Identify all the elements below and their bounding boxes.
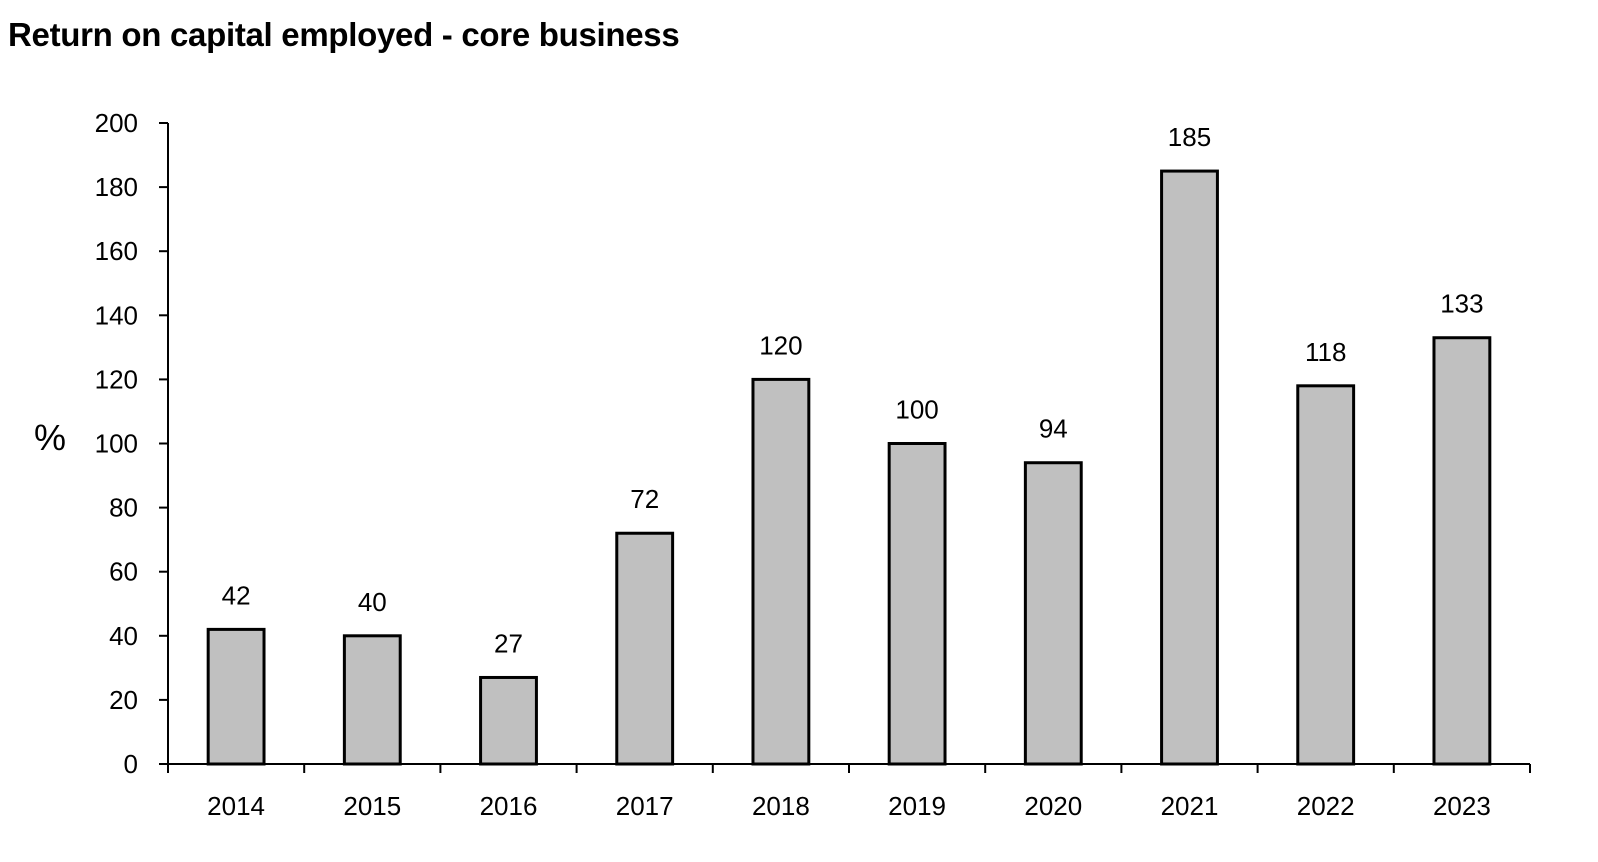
data-label: 72 (630, 484, 659, 514)
y-tick-label: 80 (109, 493, 138, 523)
x-tick-label: 2016 (480, 791, 538, 821)
bar-2018 (751, 377, 811, 766)
bar-2023 (1432, 336, 1492, 766)
data-label: 185 (1168, 122, 1211, 152)
bar-2019 (887, 442, 947, 766)
data-label: 27 (494, 628, 523, 658)
y-tick-label: 40 (109, 621, 138, 651)
y-tick-label: 0 (124, 749, 138, 779)
x-tick-label: 2019 (888, 791, 946, 821)
x-tick-label: 2018 (752, 791, 810, 821)
y-tick-label: 140 (95, 300, 138, 330)
data-labels: 42 40 27 72 120 100 94 185 118 133 (222, 122, 1484, 658)
bar-2017 (615, 531, 675, 766)
bar-2016 (479, 675, 538, 766)
bar-2020 (1023, 461, 1083, 766)
data-label: 120 (759, 330, 802, 360)
x-tick-label: 2014 (207, 791, 265, 821)
bar-2022 (1296, 384, 1356, 766)
chart-title: Return on capital employed - core busine… (8, 16, 680, 53)
bars (206, 169, 1492, 766)
data-label: 40 (358, 587, 387, 617)
bar-2014 (206, 627, 266, 766)
data-label: 94 (1039, 414, 1068, 444)
y-axis: 0 20 40 60 80 100 120 140 160 180 200 (95, 108, 169, 779)
y-tick-label: 180 (95, 172, 138, 202)
data-label: 133 (1440, 289, 1483, 319)
data-label: 100 (895, 395, 938, 425)
x-axis: 2014 2015 2016 2017 2018 2019 2020 2021 2022 2023 (167, 763, 1531, 821)
x-tick-label: 2015 (343, 791, 401, 821)
bar-2021 (1160, 169, 1219, 766)
data-label: 42 (222, 580, 251, 610)
x-tick-label: 2022 (1297, 791, 1355, 821)
x-tick-label: 2021 (1161, 791, 1219, 821)
y-tick-label: 100 (95, 429, 138, 459)
x-tick-label: 2023 (1433, 791, 1491, 821)
x-tick-label: 2017 (616, 791, 674, 821)
x-tick-label: 2020 (1024, 791, 1082, 821)
y-tick-label: 200 (95, 108, 138, 138)
data-label: 118 (1305, 337, 1346, 367)
y-tick-label: 120 (95, 364, 138, 394)
y-tick-label: 60 (109, 557, 138, 587)
y-tick-label: 20 (109, 685, 138, 715)
y-tick-label: 160 (95, 236, 138, 266)
bar-2015 (342, 634, 402, 766)
y-axis-label: % (34, 417, 66, 458)
